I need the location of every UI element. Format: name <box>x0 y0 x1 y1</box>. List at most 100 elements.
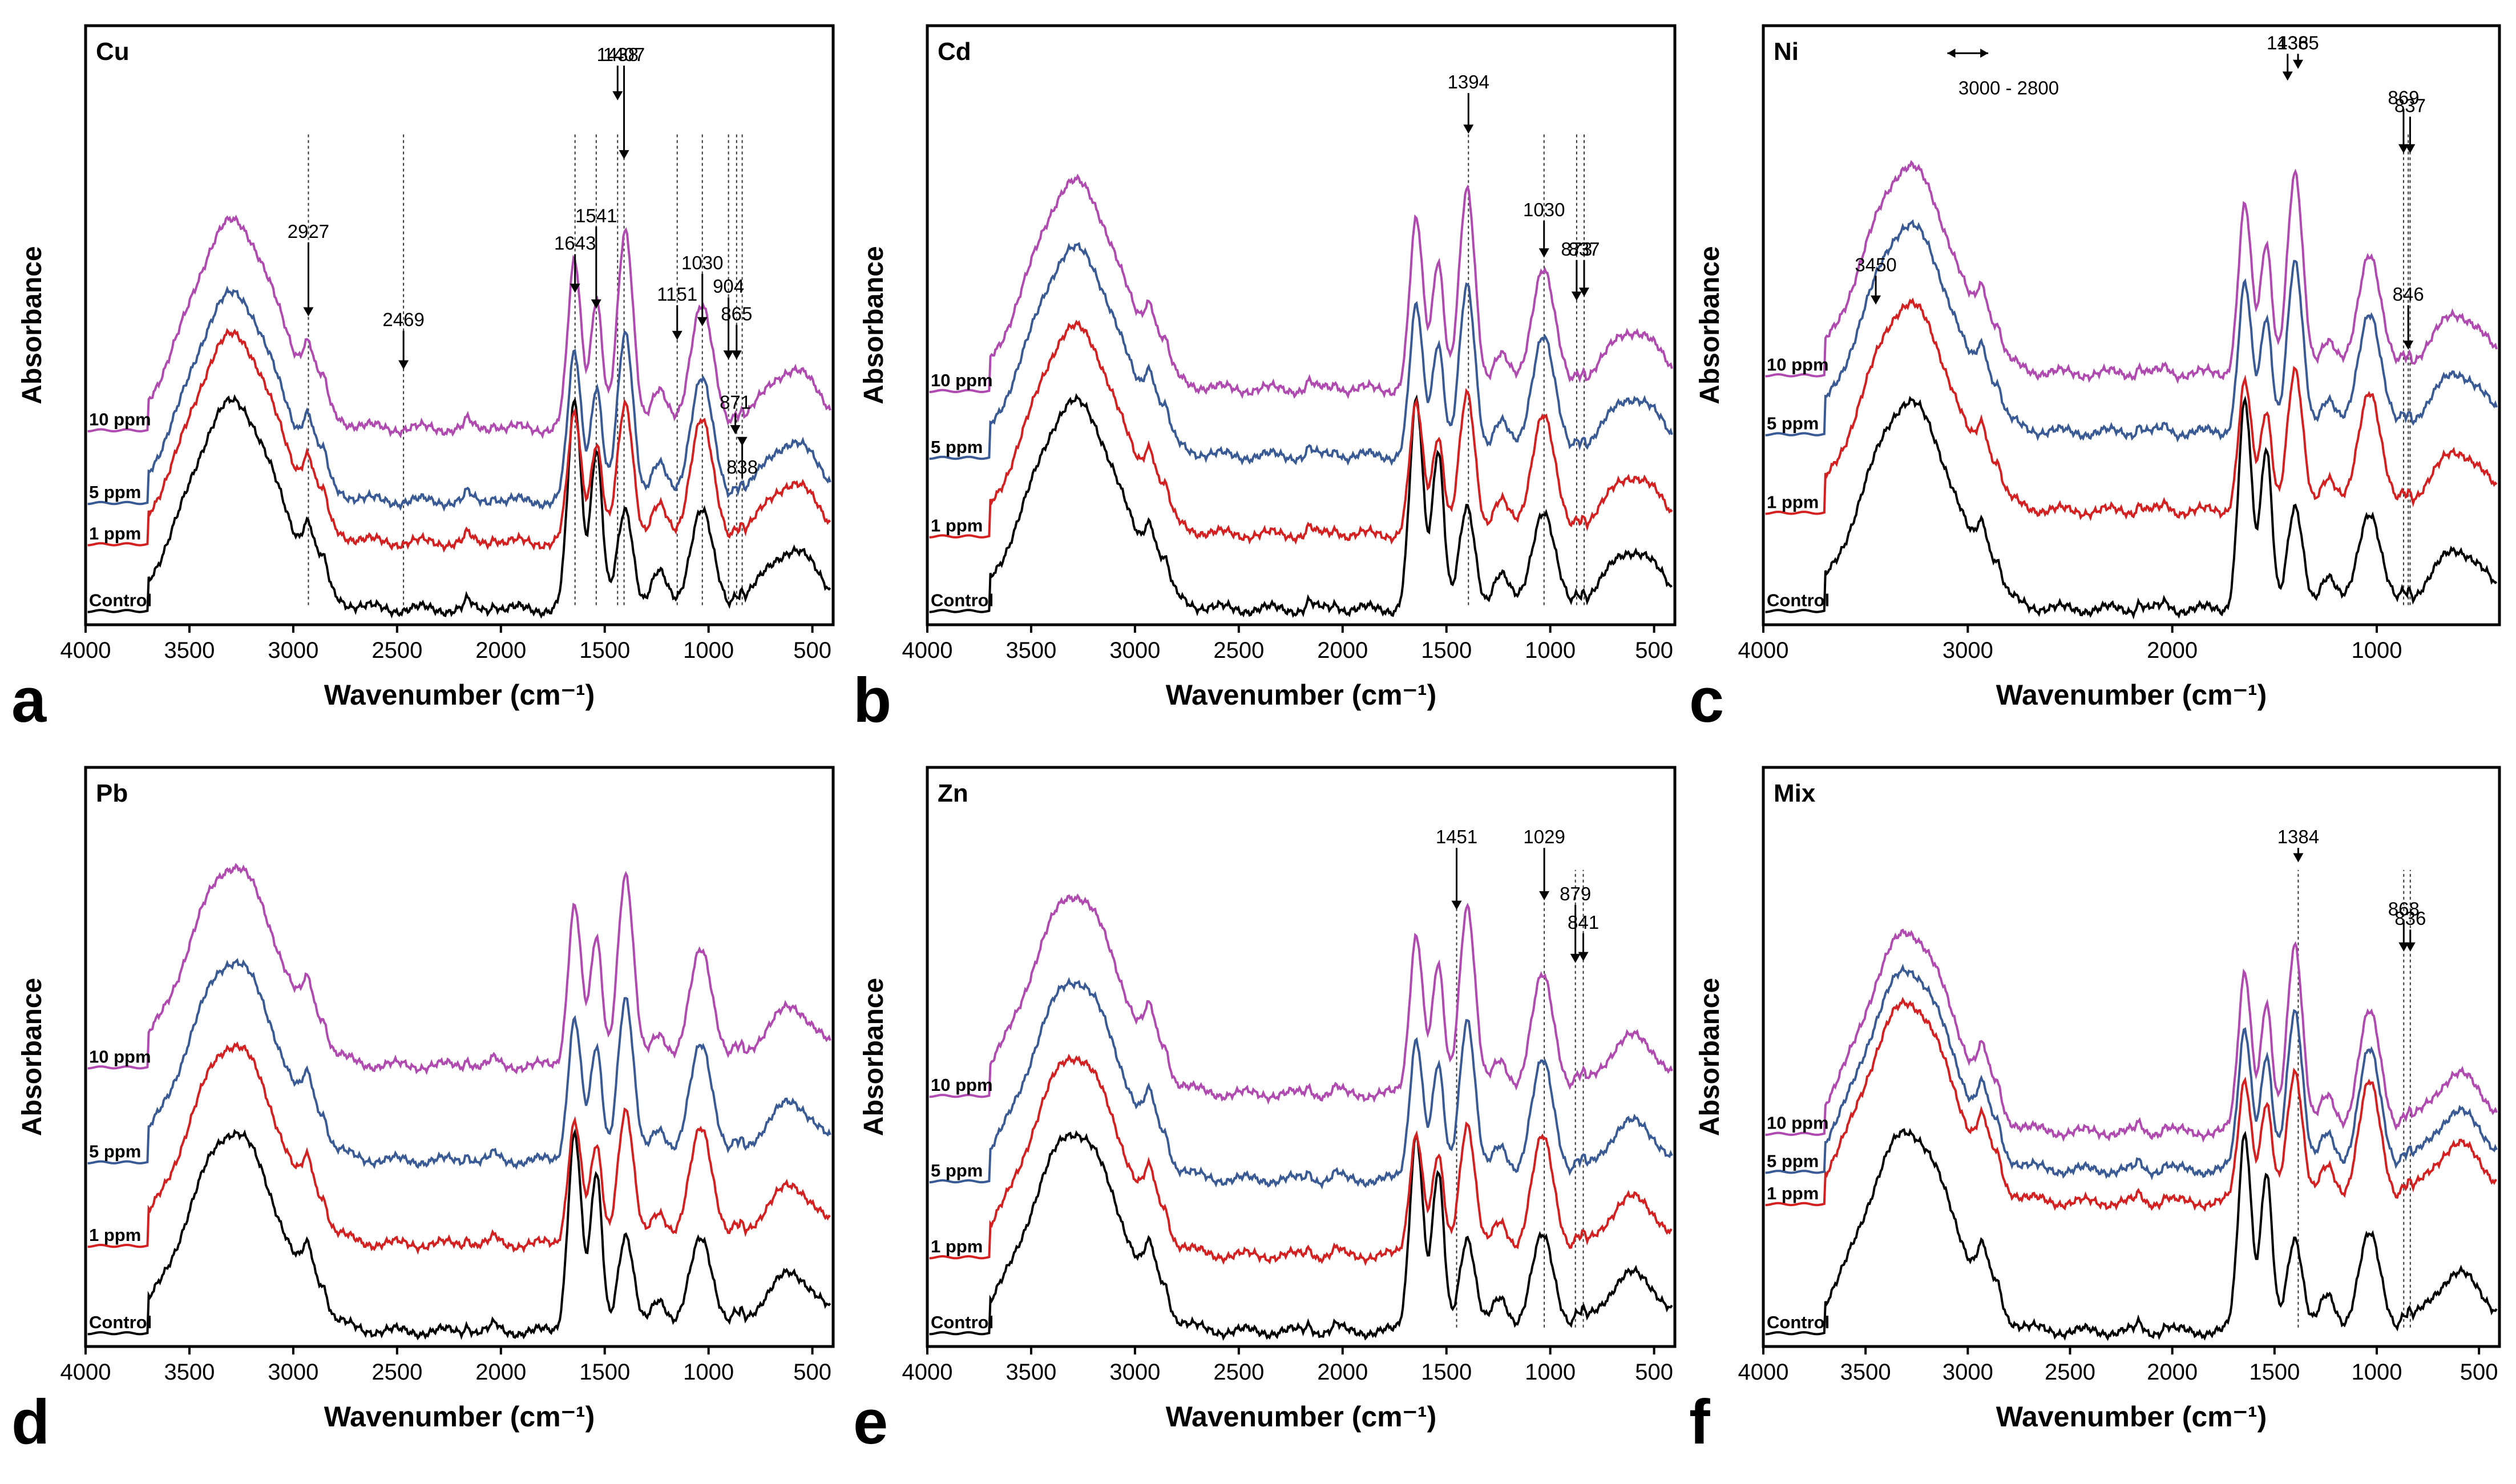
peak-label: 1451 <box>1436 826 1477 847</box>
peak-arrowhead <box>398 360 409 370</box>
peak-label: 1030 <box>1523 199 1565 220</box>
series-line-1-ppm <box>87 1041 831 1255</box>
panel-title: Cd <box>938 38 971 66</box>
x-axis-title: Wavenumber (cm⁻¹) <box>324 679 595 711</box>
x-tick-label: 500 <box>793 638 831 663</box>
x-tick-label: 3000 <box>1942 1360 1993 1385</box>
panel-e: 4000 3500 3000 2500 2000 1500 1000 500 Wavenumbe… <box>853 766 1677 1457</box>
x-tick-label: 1000 <box>1525 638 1576 663</box>
x-tick-label: 2500 <box>1213 1360 1264 1385</box>
panel-b: 4000 3500 3000 2500 2000 1500 1000 500 Wavenumbe… <box>853 24 1677 735</box>
series-line-10-ppm <box>87 215 831 439</box>
x-axis-title: Wavenumber (cm⁻¹) <box>1996 679 2267 711</box>
series-line-1-ppm <box>929 1053 1673 1267</box>
plot-frame <box>926 24 1677 626</box>
peak-label: 873 <box>1561 238 1592 260</box>
x-tick-label: 2000 <box>1317 638 1368 663</box>
x-tick-label: 500 <box>1635 638 1673 663</box>
peak-arrowhead <box>2398 942 2409 952</box>
x-tick-label: 3500 <box>1005 1360 1056 1385</box>
series-label: 10 ppm <box>89 410 151 430</box>
x-tick-label: 500 <box>2460 1360 2498 1385</box>
peak-arrowhead <box>697 317 708 326</box>
x-tick-label: 2500 <box>371 638 422 663</box>
peak-label: 1029 <box>1523 826 1565 847</box>
peak-arrowhead <box>2293 59 2304 69</box>
peak-label: 1394 <box>1448 71 1489 92</box>
peak-arrowhead <box>2405 942 2416 952</box>
x-tick-label: 3000 <box>1109 638 1160 663</box>
panel-letter: d <box>11 1387 50 1457</box>
x-tick-label: 1500 <box>2249 1360 2300 1385</box>
series-label: Control <box>931 1312 994 1332</box>
x-axis-title: Wavenumber (cm⁻¹) <box>1996 1401 2267 1433</box>
x-tick-label: 500 <box>793 1360 831 1385</box>
series-label: 1 ppm <box>931 1236 983 1256</box>
x-tick-label: 1000 <box>2352 1360 2402 1385</box>
series-line-control <box>929 1130 1673 1341</box>
series-label: 1 ppm <box>89 1225 141 1245</box>
x-tick-label: 1000 <box>683 1360 734 1385</box>
peak-label: 869 <box>2388 87 2419 108</box>
x-tick-label: 4000 <box>902 638 953 663</box>
series-line-5-ppm <box>1765 964 2498 1180</box>
x-tick-label: 2500 <box>2045 1360 2095 1385</box>
x-tick-label: 4000 <box>1738 1360 1789 1385</box>
series-line-5-ppm <box>87 957 831 1170</box>
x-axis-title: Wavenumber (cm⁻¹) <box>1166 679 1437 711</box>
x-tick-label: 2000 <box>1317 1360 1368 1385</box>
series-line-10-ppm <box>1765 160 2498 385</box>
x-tick-label: 4000 <box>60 1360 111 1385</box>
x-axis-title: Wavenumber (cm⁻¹) <box>1166 1401 1437 1433</box>
peak-arrowhead <box>1571 291 1582 301</box>
x-axis-title: Wavenumber (cm⁻¹) <box>324 1401 595 1433</box>
peak-label: 904 <box>713 276 744 297</box>
plot-frame <box>1762 24 2501 626</box>
range-label: 3000 - 2800 <box>1958 77 2059 98</box>
series-label: 1 ppm <box>931 516 983 536</box>
panel-letter: b <box>853 665 891 735</box>
series-label: 1 ppm <box>1767 1183 1819 1203</box>
series-label: 10 ppm <box>1767 354 1829 374</box>
peak-label: 868 <box>2388 899 2420 920</box>
x-tick-label: 2000 <box>475 638 526 663</box>
peak-label: 871 <box>720 391 751 413</box>
range-arrowhead <box>1980 48 1989 58</box>
series-line-1-ppm <box>929 320 1673 545</box>
series-label: Control <box>89 1312 152 1332</box>
panel-title: Zn <box>938 779 968 807</box>
series-label: 1 ppm <box>1767 492 1819 512</box>
peak-label: 1384 <box>2277 826 2319 847</box>
plot-frame <box>84 766 835 1348</box>
x-tick-label: 1500 <box>1421 638 1472 663</box>
peak-label: 2927 <box>288 221 329 242</box>
peak-arrowhead <box>2293 853 2304 863</box>
series-label: 5 ppm <box>89 1142 141 1162</box>
x-tick-label: 4000 <box>60 638 111 663</box>
peak-arrowhead <box>731 350 742 360</box>
peak-label: 841 <box>1568 912 1599 933</box>
peak-arrowhead <box>570 284 580 293</box>
panel-letter: c <box>1689 665 1724 735</box>
series-line-control <box>87 394 831 619</box>
peak-label: 1030 <box>681 252 723 273</box>
peak-arrowhead <box>1451 900 1462 910</box>
peak-arrowhead <box>303 307 314 317</box>
series-line-10-ppm <box>929 173 1673 399</box>
peak-arrowhead <box>1578 288 1589 297</box>
series-label: 1 ppm <box>89 523 141 543</box>
series-label: 5 ppm <box>1767 414 1819 434</box>
series-line-control <box>929 393 1673 618</box>
x-tick-label: 1500 <box>1421 1360 1472 1385</box>
panel-letter: a <box>11 665 47 735</box>
peak-arrowhead <box>1570 953 1581 963</box>
peak-arrowhead <box>1463 124 1474 134</box>
series-line-5-ppm <box>929 242 1673 466</box>
peak-arrowhead <box>2405 144 2416 153</box>
x-tick-label: 3000 <box>1109 1360 1160 1385</box>
x-tick-label: 2000 <box>475 1360 526 1385</box>
series-line-10-ppm <box>1765 928 2498 1143</box>
series-line-1-ppm <box>1765 997 2497 1212</box>
series-label: Control <box>1767 590 1830 610</box>
plot-frame <box>926 766 1677 1348</box>
